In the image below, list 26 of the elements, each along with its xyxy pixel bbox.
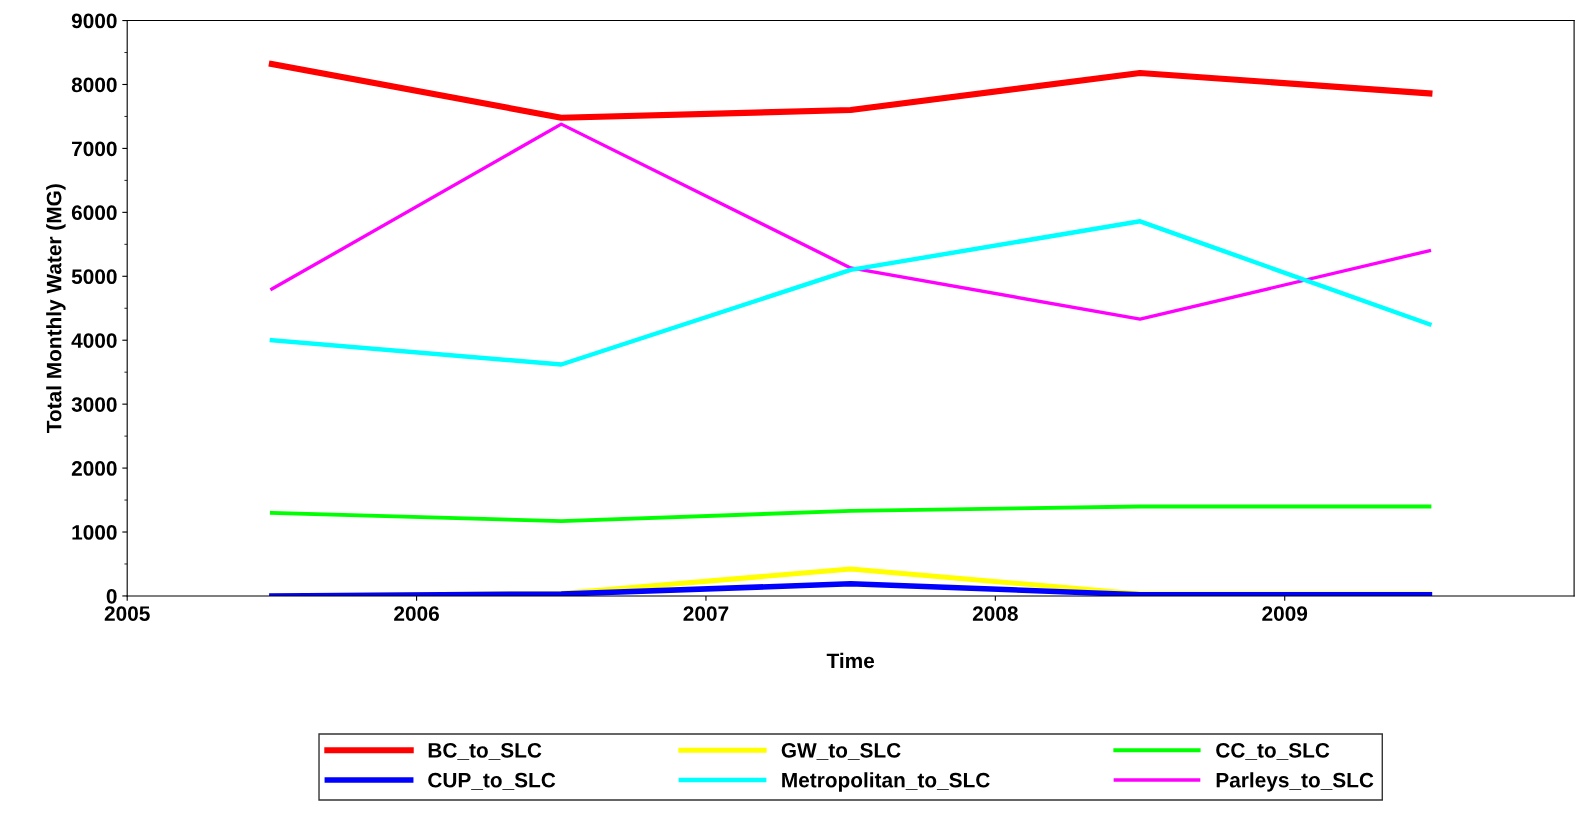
y-tick-label: 7000: [72, 141, 117, 157]
y-tick-label: 0: [106, 588, 117, 604]
legend-label: CUP_to_SLC: [428, 772, 556, 790]
legend-label: GW_to_SLC: [781, 742, 901, 761]
x-tick-label: 2008: [972, 606, 1018, 621]
y-tick-label: 4000: [71, 333, 117, 348]
x-tick-label: 2006: [394, 606, 439, 621]
x-tick-label: 2005: [104, 606, 150, 621]
y-tick-label: 1000: [72, 525, 117, 540]
legend-label: CC_to_SLC: [1216, 742, 1330, 761]
x-tick-label: 2007: [683, 606, 729, 621]
y-tick-label: 2000: [71, 461, 117, 476]
legend-label: BC_to_SLC: [428, 742, 542, 761]
y-tick-label: 3000: [71, 397, 117, 412]
y-tick-label: 6000: [71, 205, 117, 221]
y-axis-title: Total Monthly Water (MG): [46, 184, 66, 433]
y-tick-label: 8000: [71, 77, 117, 93]
line-series: [269, 219, 1432, 367]
line-series: [270, 122, 1432, 321]
line-series: [269, 504, 1432, 524]
legend-label: Metropolitan_to_SLC: [782, 772, 990, 792]
y-tick-label: 5000: [71, 269, 117, 285]
legend-label: Parleys_to_SLC: [1216, 772, 1374, 792]
x-tick-label: 2009: [1262, 606, 1308, 621]
y-tick-label: 9000: [71, 13, 117, 29]
x-axis-title: Time: [826, 652, 875, 669]
